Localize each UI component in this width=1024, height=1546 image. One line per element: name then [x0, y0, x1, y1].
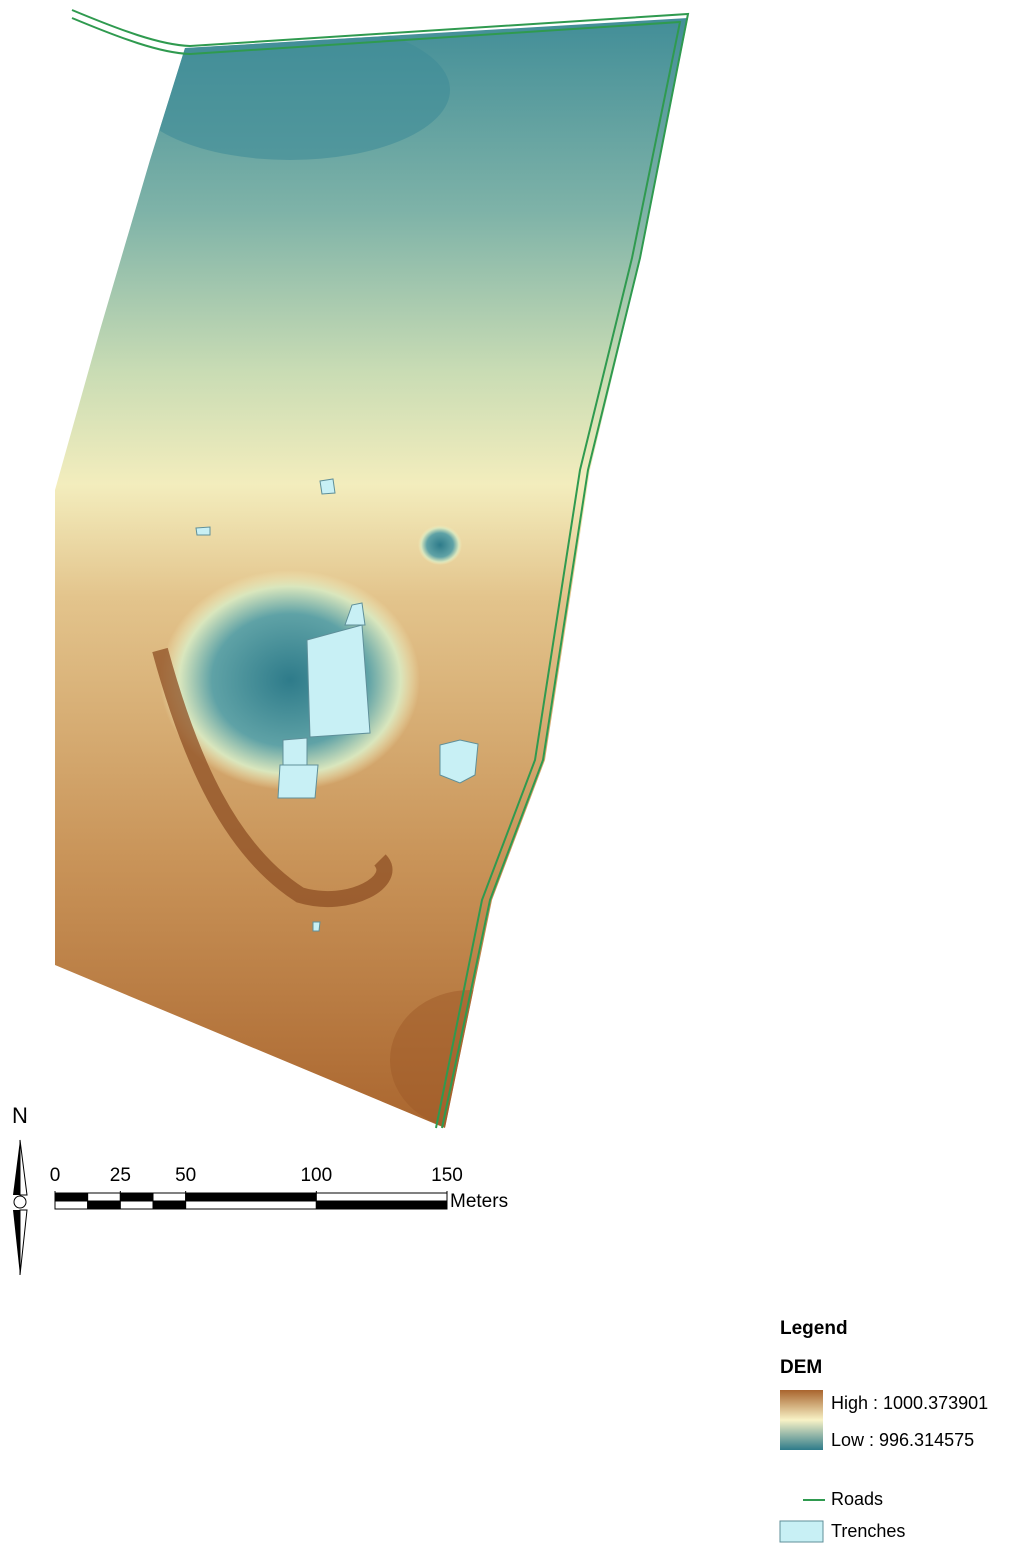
legend-low: Low : 996.314575 — [831, 1430, 974, 1450]
scale-label: 100 — [300, 1165, 332, 1186]
scale-segment — [54, 1200, 89, 1210]
scale-segment — [185, 1200, 317, 1210]
scale-segment — [315, 1200, 448, 1210]
scale-label: 25 — [110, 1165, 131, 1186]
scale-segment — [315, 1192, 448, 1202]
trenches-swatch — [779, 1520, 824, 1543]
scale-segment — [152, 1192, 187, 1202]
legend-title: Legend — [780, 1318, 848, 1339]
dem-raster — [55, 18, 688, 1128]
scale-segment — [119, 1200, 154, 1210]
dem-ramp — [780, 1390, 823, 1450]
legend-high: High : 1000.373901 — [831, 1393, 988, 1413]
trenches — [195, 478, 479, 932]
roads — [71, 9, 690, 1129]
scale-segment — [119, 1192, 154, 1202]
scale-segment — [185, 1192, 317, 1202]
scale-label: 0 — [50, 1165, 61, 1186]
legend: Legend DEM High : 1000.373901 Low : 996.… — [779, 1318, 988, 1543]
north-arrow: N — [12, 1103, 28, 1276]
legend-layer: DEM — [780, 1357, 822, 1378]
legend-roads: Roads — [831, 1489, 883, 1509]
scale-segment — [87, 1192, 121, 1202]
scale-segment — [54, 1192, 89, 1202]
scale-segment — [152, 1200, 187, 1210]
scale-unit: Meters — [450, 1191, 508, 1212]
scale-label: 150 — [431, 1165, 463, 1186]
scale-segment — [87, 1200, 121, 1210]
scale-bar: 0 25 50 100 150 Meters — [50, 1165, 508, 1212]
scale-label: 50 — [175, 1165, 196, 1186]
legend-trenches: Trenches — [831, 1521, 905, 1541]
north-label: N — [12, 1103, 28, 1128]
